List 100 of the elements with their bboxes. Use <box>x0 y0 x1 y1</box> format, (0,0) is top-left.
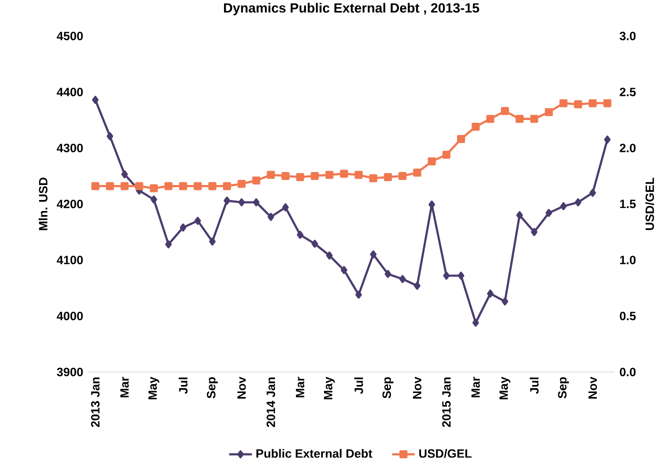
point <box>487 290 494 298</box>
point <box>208 182 216 190</box>
point <box>560 202 567 210</box>
point <box>325 170 334 179</box>
y-axis-title: Mln. USD <box>38 178 48 230</box>
point <box>209 238 216 246</box>
y2-tick-label: 1.0 <box>620 256 636 264</box>
legend-label: Public External Debt <box>256 448 372 458</box>
chart-title: Dynamics Public External Debt , 2013-15 <box>224 2 480 16</box>
y-tick-label: 4300 <box>56 144 83 152</box>
point <box>340 266 348 274</box>
point <box>252 176 260 184</box>
legend-label: USD/GEL <box>419 448 472 458</box>
point <box>574 100 582 108</box>
x-tick-label: Mar <box>471 376 480 398</box>
point <box>310 172 319 180</box>
point <box>296 173 304 182</box>
point <box>150 184 158 192</box>
point <box>398 172 407 180</box>
point <box>414 282 420 290</box>
point <box>603 99 612 108</box>
point <box>354 170 363 179</box>
point <box>268 212 274 221</box>
point <box>546 208 552 217</box>
x-tick-label: May <box>500 376 510 400</box>
point <box>458 272 464 280</box>
point <box>530 114 538 123</box>
point <box>589 188 596 197</box>
point <box>340 170 348 178</box>
point <box>428 157 436 166</box>
x-tick-label: Nov <box>412 376 422 399</box>
point <box>326 252 333 260</box>
point <box>91 182 100 190</box>
y-tick-label: 4100 <box>56 256 83 264</box>
x-tick-label: Nov <box>588 376 597 399</box>
point <box>296 230 304 239</box>
point <box>179 182 188 190</box>
y2-tick-label: 1.5 <box>620 200 636 208</box>
point <box>282 203 289 212</box>
point <box>92 96 99 104</box>
y-tick-label: 4200 <box>56 200 83 208</box>
point <box>443 272 450 280</box>
point <box>384 270 392 278</box>
point <box>486 114 494 123</box>
point <box>252 198 260 206</box>
point <box>106 132 114 140</box>
point <box>574 198 582 206</box>
point <box>121 170 128 178</box>
x-tick-label: Sep <box>558 377 569 398</box>
point <box>370 250 377 258</box>
y2-tick-label: 0.0 <box>620 368 636 376</box>
x-tick-label: Sep <box>382 377 394 398</box>
point <box>165 240 172 248</box>
x-tick-label: 2015 Jan <box>442 377 451 427</box>
y-tick-label: 3900 <box>56 368 83 376</box>
point <box>150 196 158 204</box>
point <box>222 182 231 190</box>
point <box>502 297 508 306</box>
point <box>442 150 450 159</box>
point <box>457 135 466 144</box>
point <box>588 99 597 108</box>
x-tick-label: Mar <box>296 376 304 398</box>
point <box>106 182 114 190</box>
point <box>180 224 186 232</box>
x-tick-label: Nov <box>237 376 246 399</box>
point <box>194 216 201 225</box>
point <box>135 182 144 190</box>
point <box>472 318 479 327</box>
point <box>266 170 275 179</box>
point <box>559 99 568 108</box>
y2-tick-label: 2.0 <box>620 144 636 152</box>
x-tick-label: Jul <box>530 378 539 394</box>
y-tick-label: 4500 <box>56 32 83 40</box>
y2-tick-label: 0.5 <box>620 312 636 320</box>
x-tick-label: 2013 Jan <box>91 377 100 427</box>
point <box>238 198 245 206</box>
x-tick-label: Jul <box>354 378 364 394</box>
point <box>472 122 480 131</box>
y-tick-label: 4000 <box>56 312 83 320</box>
x-tick-label: 2014 Jan <box>266 377 276 427</box>
point <box>530 228 538 236</box>
point <box>224 196 230 205</box>
point <box>194 182 202 190</box>
point <box>311 240 318 248</box>
x-tick-label: May <box>148 376 160 400</box>
point <box>120 182 129 190</box>
point <box>355 290 362 299</box>
point <box>544 108 553 116</box>
y2-tick-label: 3.0 <box>620 32 636 40</box>
point <box>516 114 524 123</box>
point <box>384 173 392 182</box>
point <box>282 172 290 180</box>
x-tick-label: Mar <box>120 376 129 398</box>
point <box>399 275 406 284</box>
point <box>238 180 246 188</box>
y2-tick-label: 2.5 <box>620 88 636 96</box>
y-tick-label: 4400 <box>56 88 83 96</box>
point <box>604 136 611 144</box>
point <box>500 107 509 116</box>
x-tick-label: Sep <box>206 377 218 398</box>
